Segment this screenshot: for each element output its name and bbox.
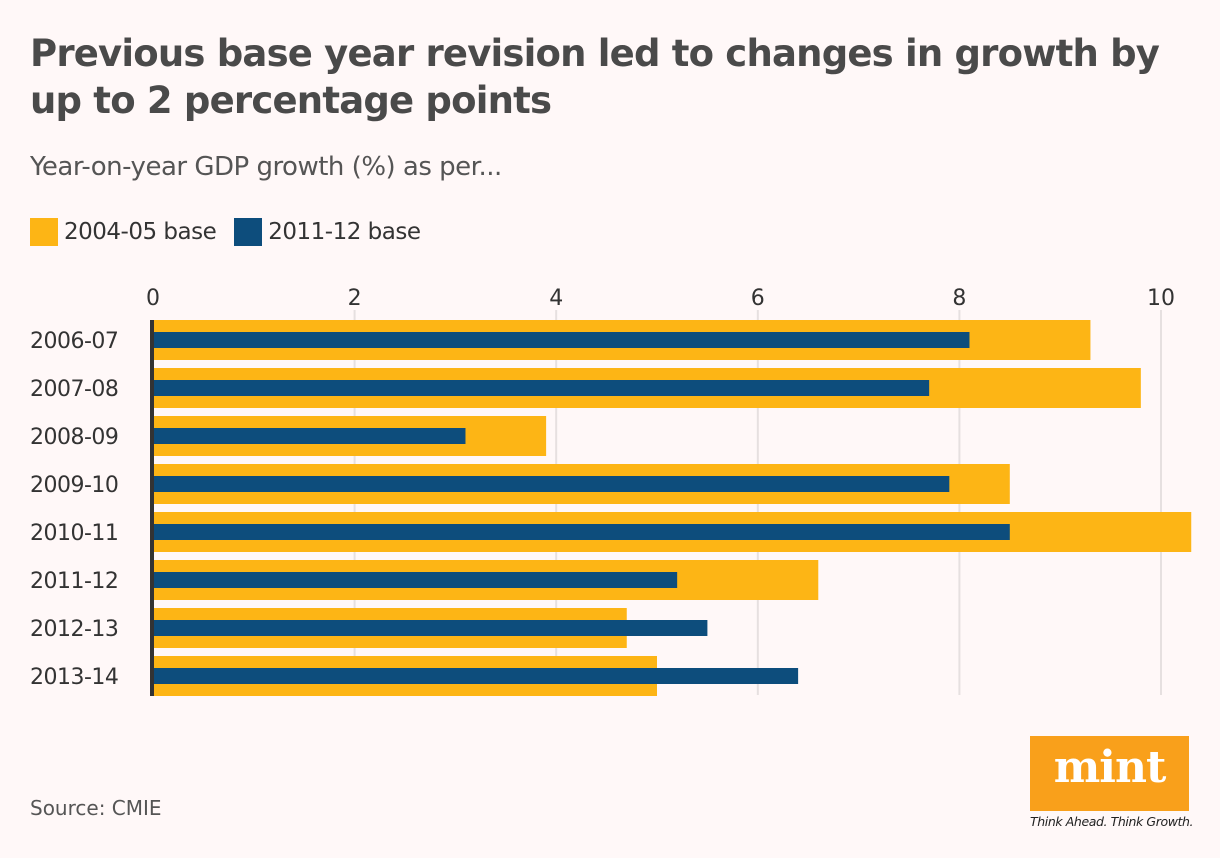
y-axis-line xyxy=(150,320,154,696)
bar-2011-12-base xyxy=(153,332,970,348)
x-tick-label: 4 xyxy=(549,286,563,311)
x-tick-label: 0 xyxy=(146,286,160,311)
bar-2011-12-base xyxy=(153,476,950,492)
source-note: Source: CMIE xyxy=(30,796,162,820)
category-label: 2011-12 xyxy=(30,569,118,594)
bar-2011-12-base xyxy=(153,620,708,636)
bar-2011-12-base xyxy=(153,572,678,588)
chart-subtitle: Year-on-year GDP growth (%) as per... xyxy=(30,152,502,182)
legend-label: 2004-05 base xyxy=(64,219,217,245)
bar-2011-12-base xyxy=(153,428,466,444)
category-label: 2007-08 xyxy=(30,377,118,402)
bar-2011-12-base xyxy=(153,380,930,396)
legend-swatch xyxy=(234,218,263,246)
category-label: 2012-13 xyxy=(30,617,118,642)
x-tick-label: 10 xyxy=(1147,286,1175,311)
category-label: 2009-10 xyxy=(30,473,118,498)
chart-title: Previous base year revision led to chang… xyxy=(30,32,1160,122)
legend-item-2004-05: 2004-05 base xyxy=(30,218,217,246)
legend-item-2011-12: 2011-12 base xyxy=(234,218,421,246)
x-tick-label: 6 xyxy=(751,286,765,311)
legend-label: 2011-12 base xyxy=(268,219,421,245)
mint-logo: mint xyxy=(1030,736,1189,811)
bar-2011-12-base xyxy=(153,524,1010,540)
legend-swatch xyxy=(30,218,58,246)
legend: 2004-05 base 2011-12 base xyxy=(30,218,439,246)
logo-tagline: Think Ahead. Think Growth. xyxy=(1030,814,1194,829)
bar-2011-12-base xyxy=(153,668,799,684)
category-label: 2010-11 xyxy=(30,521,118,546)
x-tick-label: 2 xyxy=(348,286,362,311)
category-label: 2008-09 xyxy=(30,425,118,450)
category-label: 2013-14 xyxy=(30,665,118,690)
x-tick-label: 8 xyxy=(952,286,966,311)
category-label: 2006-07 xyxy=(30,329,118,354)
